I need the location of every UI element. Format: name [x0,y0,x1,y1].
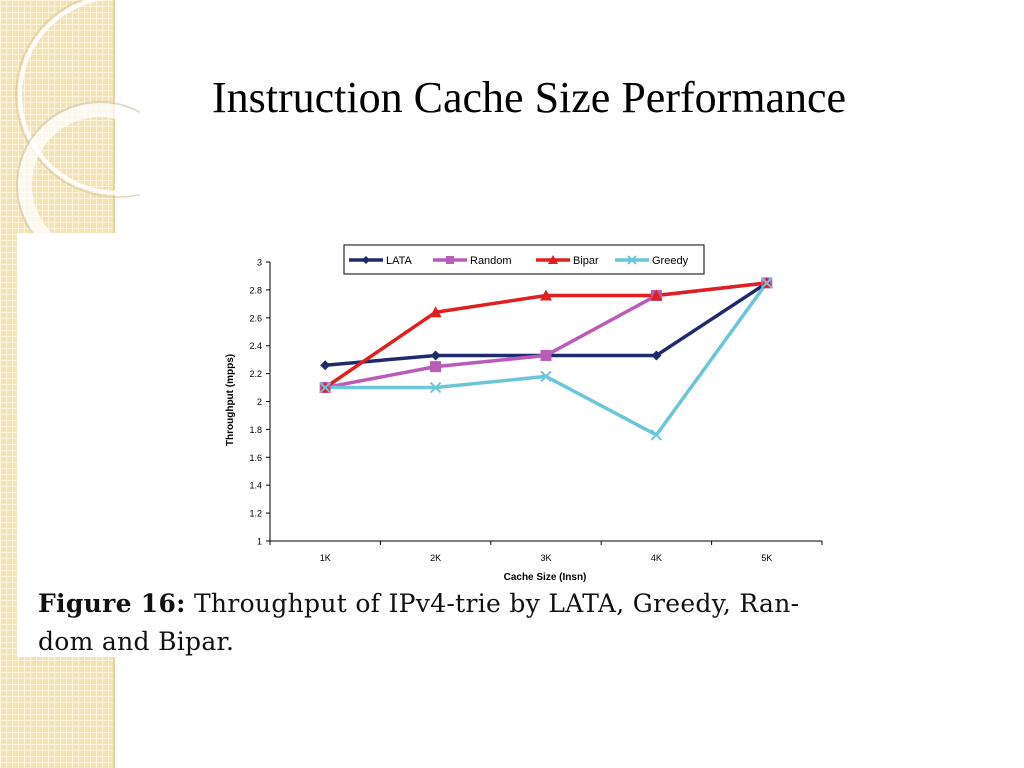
data-point-bipar [429,306,442,318]
y-tick-label: 2.6 [249,313,262,323]
data-point-lata [320,360,331,371]
y-tick-label: 2 [257,397,262,407]
data-point-greedy [540,370,552,383]
legend-label-greedy: Greedy [652,255,689,267]
y-tick-label: 1.6 [249,453,262,463]
caption-label: Figure 16: [38,589,186,618]
y-tick-label: 1.8 [249,425,262,435]
data-point-lata [651,350,662,361]
figure-panel [17,233,1024,657]
data-point-lata [430,350,441,361]
legend-marker-bipar [548,255,558,264]
data-point-greedy [429,381,442,394]
y-tick-label: 2.2 [249,369,262,379]
data-point-bipar [540,289,552,301]
y-tick-label: 3 [257,258,262,268]
figure-caption: Figure 16: Throughput of IPv4-trie by LA… [38,585,1013,661]
x-tick-labels: 1K 2K 3K 4K 5K [320,553,773,563]
legend-marker-greedy [627,255,637,265]
x-axis-label: Cache Size (Insn) [504,572,587,583]
y-tick-labels: 1 1.2 1.4 1.6 1.8 2 2.2 2.4 2.6 2.8 3 [249,258,262,547]
data-point-random [540,349,552,361]
y-tick-label: 1 [257,537,262,547]
caption-text: Throughput of IPv4-trie by LATA, Greedy,… [193,589,800,618]
y-tick-label: 1.4 [249,481,262,491]
legend-marker-random [446,256,454,264]
legend-label-random: Random [470,255,512,267]
y-tick-label: 1.2 [249,509,262,519]
caption-text-line2: dom and Bipar. [38,627,235,656]
legend-label-bipar: Bipar [573,255,599,267]
x-tick-label: 3K [540,553,551,563]
legend-marker-lata [362,256,370,264]
decorative-rings [15,0,140,240]
data-point-greedy [650,429,663,441]
legend-label-lata: LATA [386,255,413,267]
series-markers [319,276,773,441]
x-tick-label: 2K [430,553,441,563]
data-point-greedy [761,277,773,289]
y-axis-label: Throughput (mpps) [225,354,236,446]
chart-axes [266,261,823,545]
x-tick-label: 4K [651,553,662,563]
chart-legend: LATA Random Bipar Greedy [343,244,705,275]
x-tick-label: 1K [320,553,331,563]
y-tick-label: 2.4 [249,341,262,351]
y-tick-label: 2.8 [249,285,262,295]
slide-title: Instruction Cache Size Performance [212,73,847,122]
data-point-random [430,361,442,373]
data-point-bipar [650,289,663,301]
data-point-greedy [319,381,331,394]
x-tick-label: 5K [761,553,772,563]
